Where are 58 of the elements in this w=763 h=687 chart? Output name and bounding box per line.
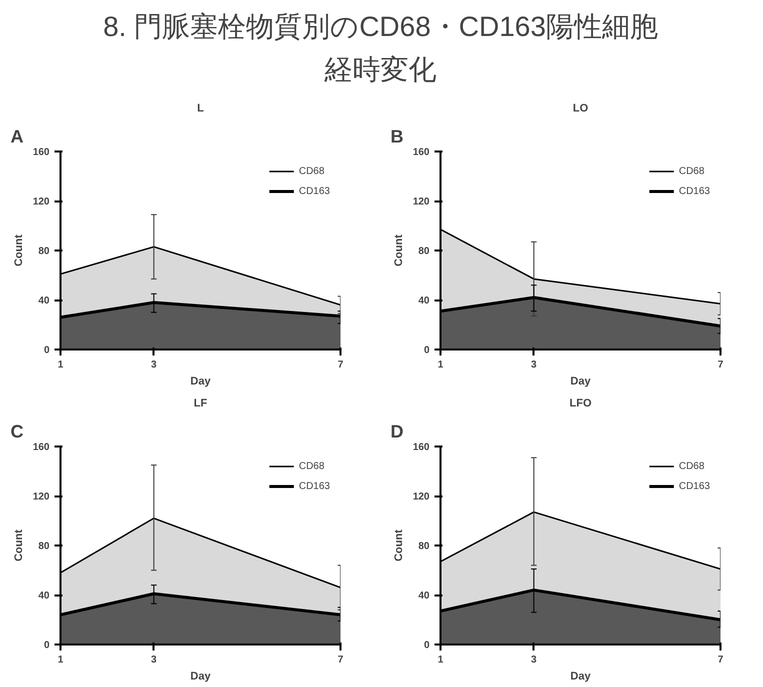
x-tick-label: 7 (338, 360, 344, 370)
text: 8. 門脈塞栓物質別のCD68・CD163陽性細胞 (103, 11, 658, 42)
legend-label: CD68 (298, 166, 324, 176)
y-tick-label: 80 (418, 246, 430, 257)
y-tick-label: 0 (424, 640, 430, 651)
x-tick-label: 1 (58, 654, 64, 666)
y-tick-label: 80 (38, 541, 50, 552)
y-tick-label: 40 (418, 590, 430, 602)
legend-label: CD163 (678, 480, 710, 492)
x-axis-title: Day (190, 670, 212, 682)
x-tick-label: 3 (531, 360, 538, 370)
x-tick-label: 1 (438, 360, 444, 370)
x-tick-label: 7 (718, 360, 724, 370)
text: 経時変化 (324, 54, 436, 85)
y-tick-label: 0 (424, 345, 430, 356)
y-tick-label: 160 (32, 147, 50, 158)
y-tick-label: 120 (32, 196, 50, 208)
text: B (390, 126, 404, 146)
text: C (10, 422, 24, 442)
x-tick-label: 3 (151, 360, 158, 370)
x-axis-title: Day (570, 376, 592, 388)
y-tick-label: 160 (412, 442, 430, 453)
y-tick-label: 0 (44, 640, 50, 651)
y-tick-label: 160 (412, 147, 430, 158)
legend-label: CD68 (298, 460, 324, 472)
legend-label: CD163 (298, 186, 330, 196)
y-axis-title: Count (392, 234, 405, 266)
y-tick-label: 40 (38, 590, 50, 602)
x-tick-label: 3 (531, 654, 538, 666)
y-axis-title: Count (12, 529, 25, 562)
x-tick-label: 1 (438, 654, 444, 666)
x-axis-title: Day (190, 376, 212, 388)
legend-label: CD68 (678, 460, 704, 472)
y-tick-label: 80 (38, 246, 50, 257)
chart-title: LO (572, 102, 589, 114)
text: D (390, 422, 404, 442)
x-tick-label: 3 (151, 654, 158, 666)
y-tick-label: 120 (412, 196, 430, 208)
chart-title: L (197, 102, 204, 114)
y-axis-title: Count (392, 529, 405, 562)
x-tick-label: 1 (58, 360, 64, 370)
legend-label: CD163 (298, 480, 330, 492)
y-tick-label: 40 (418, 296, 430, 306)
y-tick-label: 160 (32, 442, 50, 453)
x-tick-label: 7 (718, 654, 724, 666)
y-tick-label: 40 (38, 296, 50, 306)
x-axis-title: Day (570, 670, 592, 682)
y-tick-label: 0 (44, 345, 50, 356)
y-tick-label: 80 (418, 541, 430, 552)
y-tick-label: 120 (32, 492, 50, 502)
legend-label: CD163 (678, 186, 710, 196)
y-tick-label: 120 (412, 492, 430, 502)
x-tick-label: 7 (338, 654, 344, 666)
text: A (10, 126, 24, 146)
y-axis-title: Count (12, 234, 25, 266)
chart-title: LFO (570, 398, 592, 410)
chart-title: LF (194, 398, 208, 410)
legend-label: CD68 (678, 166, 704, 176)
